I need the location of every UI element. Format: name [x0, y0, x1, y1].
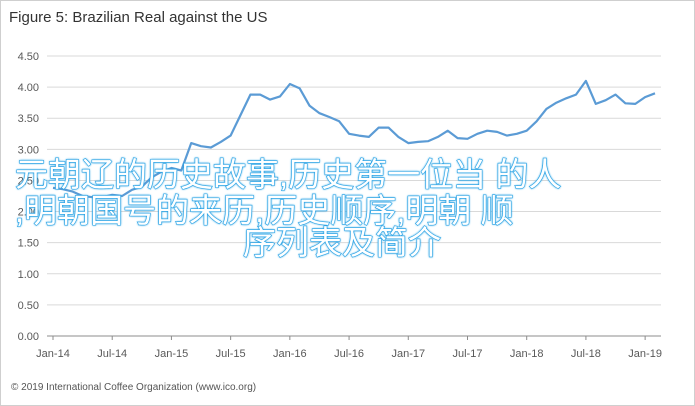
y-tick-label: 0.00 — [18, 331, 39, 343]
x-tick-label: Jan-15 — [155, 348, 189, 360]
x-tick-label: Jan-17 — [391, 348, 425, 360]
x-tick-label: Jan-14 — [36, 348, 70, 360]
x-tick-label: Jan-18 — [510, 348, 544, 360]
y-tick-label: 3.00 — [18, 144, 39, 156]
x-tick-label: Jul-15 — [216, 348, 246, 360]
x-tick-label: Jan-19 — [628, 348, 662, 360]
x-tick-label: Jul-17 — [453, 348, 483, 360]
copyright-footer: © 2019 International Coffee Organization… — [11, 382, 257, 393]
y-tick-label: 3.50 — [18, 113, 39, 125]
chart-title: Figure 5: Brazilian Real against the US — [9, 9, 268, 26]
y-tick-label: 4.50 — [18, 51, 39, 63]
y-tick-label: 2.50 — [18, 175, 39, 187]
x-tick-label: Jul-18 — [571, 348, 601, 360]
y-tick-label: 1.50 — [18, 238, 39, 250]
series-line — [52, 79, 656, 199]
x-tick-label: Jul-16 — [334, 348, 364, 360]
x-tick-label: Jan-16 — [273, 348, 307, 360]
y-tick-label: 1.00 — [18, 269, 39, 281]
y-tick-label: 2.00 — [18, 207, 39, 219]
y-tick-label: 0.50 — [18, 300, 39, 312]
x-tick-label: Jul-14 — [97, 348, 127, 360]
y-tick-label: 4.00 — [18, 82, 39, 94]
